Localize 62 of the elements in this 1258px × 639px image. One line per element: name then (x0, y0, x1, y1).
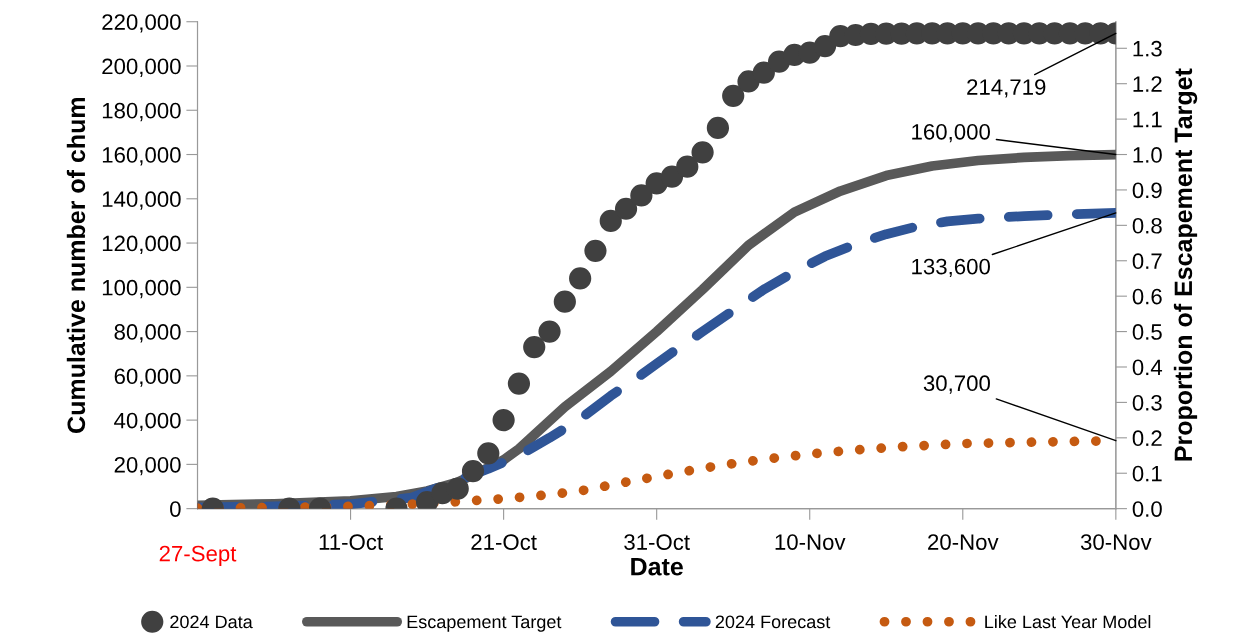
point (446, 477, 469, 500)
x-axis-title: Date (631, 558, 683, 576)
y-tick-label: 40,000 (114, 412, 181, 432)
y-tick-label: 120,000 (102, 235, 181, 254)
y2-tick-label: 0.4 (1132, 359, 1163, 376)
x-tick-label: 21-Oct (471, 534, 537, 550)
y-axis-title: Cumulative number of chum (66, 97, 86, 433)
x-tick-label: 20-Nov (928, 534, 999, 550)
point (614, 197, 638, 220)
x-tick-label: 10-Nov (775, 534, 846, 550)
y2-tick-label: 0.2 (1132, 430, 1162, 447)
point (752, 61, 775, 84)
legend-label: Escapement Target (407, 615, 562, 632)
y-tick-label: 100,000 (102, 279, 181, 299)
y-tick-label: 200,000 (102, 58, 181, 77)
point (691, 141, 714, 164)
point (630, 184, 653, 207)
y-tick-label: 80,000 (114, 324, 181, 343)
y2-tick-label: 0.6 (1132, 288, 1162, 305)
y2-tick-label: 1.3 (1133, 40, 1162, 57)
point (507, 372, 531, 395)
y-tick-label: 0 (170, 501, 181, 517)
point (599, 209, 622, 233)
y-tick-label: 220,000 (102, 14, 181, 33)
point (676, 155, 699, 178)
point (706, 116, 730, 140)
annotation: 214,719 (967, 79, 1046, 98)
y2-tick-label: 0.7 (1132, 253, 1162, 270)
text: 27-Sept (159, 545, 237, 566)
annotation: 30,700 (923, 375, 990, 394)
point (461, 459, 485, 483)
y2-axis-title: Proportion of Escapement Target (1173, 68, 1198, 461)
y-tick-label: 140,000 (102, 191, 181, 210)
legend-label: 2024 Data (170, 615, 253, 629)
y2-tick-label: 0.0 (1132, 501, 1162, 517)
point (569, 267, 592, 290)
y2-tick-label: 1.2 (1133, 76, 1162, 92)
x-tick-label: 31-Oct (624, 534, 690, 550)
y-tick-label: 180,000 (102, 102, 181, 122)
y2-tick-label: 1.1 (1133, 111, 1162, 128)
y2-tick-label: 0.3 (1132, 394, 1162, 411)
point (722, 84, 745, 107)
point (523, 335, 546, 359)
x-tick-label: 11-Oct (319, 534, 383, 550)
point (584, 239, 607, 262)
y2-tick-label: 0.8 (1132, 217, 1162, 234)
y-tick-label: 20,000 (114, 456, 181, 476)
point (492, 409, 515, 432)
annotation: 160,000 (912, 123, 990, 143)
point (553, 290, 576, 313)
y2-tick-label: 0.5 (1132, 324, 1162, 340)
y2-tick-label: 0.1 (1132, 465, 1162, 482)
y2-tick-label: 1.0 (1133, 147, 1162, 163)
point (538, 320, 561, 343)
legend-label: 2024 Forecast (715, 615, 831, 629)
x-tick-label: 30-Nov (1080, 534, 1152, 550)
annotation: 133,600 (912, 258, 990, 278)
y-tick-label: 60,000 (114, 368, 181, 387)
legend-label: Like Last Year Model (985, 614, 1151, 629)
y2-tick-label: 0.9 (1132, 182, 1162, 199)
point (477, 442, 500, 465)
y-tick-label: 160,000 (102, 147, 181, 166)
